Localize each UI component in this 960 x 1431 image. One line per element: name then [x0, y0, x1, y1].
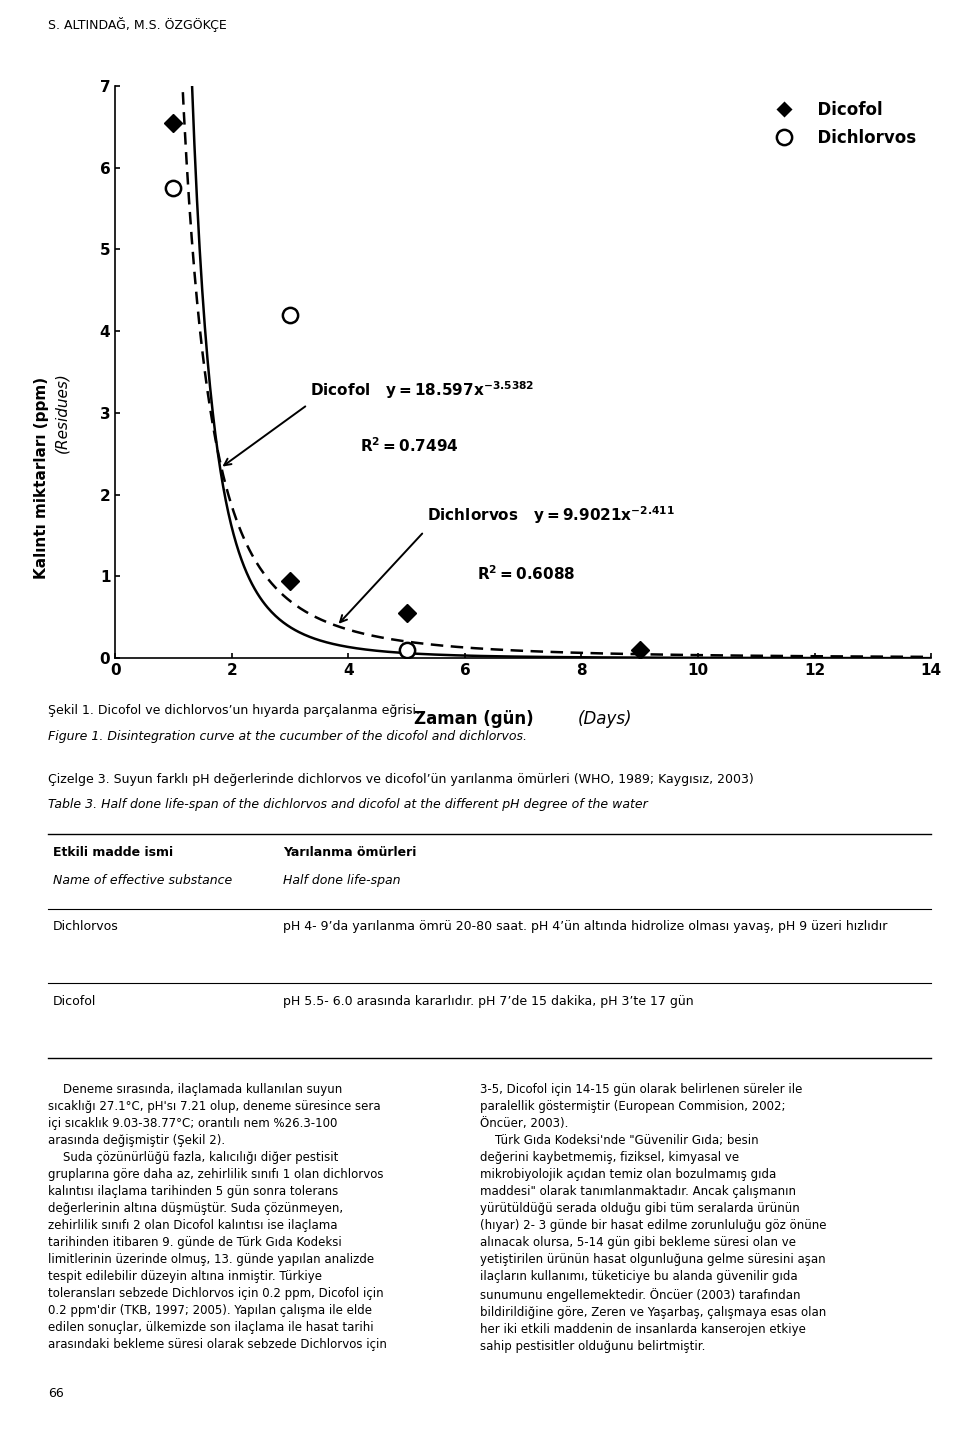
Text: $\mathbf{R^{2} = 0.7494}$: $\mathbf{R^{2} = 0.7494}$	[360, 436, 459, 455]
Text: Çizelge 3. Suyun farklı pH değerlerinde dichlorvos ve dicofol’ün yarılanma ömürl: Çizelge 3. Suyun farklı pH değerlerinde …	[48, 773, 754, 786]
Text: Dichlorvos   $\mathbf{y = 9.9021x^{-2.411}}$: Dichlorvos $\mathbf{y = 9.9021x^{-2.411}…	[427, 504, 675, 525]
Text: Table 3. Half done life-span of the dichlorvos and dicofol at the different pH d: Table 3. Half done life-span of the dich…	[48, 798, 648, 811]
Dicofol	[168, 114, 180, 132]
Dichlorvos	[401, 641, 413, 658]
Text: Dicofol   $\mathbf{y = 18.597x^{-3.5382}}$: Dicofol $\mathbf{y = 18.597x^{-3.5382}}$	[310, 379, 535, 401]
Text: S. ALTINDAĞ, M.S. ÖZGÖKÇE: S. ALTINDAĞ, M.S. ÖZGÖKÇE	[48, 17, 227, 31]
Text: pH 4- 9’da yarılanma ömrü 20-80 saat. pH 4’ün altında hidrolize olması yavaş, pH: pH 4- 9’da yarılanma ömrü 20-80 saat. pH…	[283, 920, 888, 933]
Legend:   Dicofol,   Dichlorvos: Dicofol, Dichlorvos	[761, 94, 923, 153]
Text: 3-5, Dicofol için 14-15 gün olarak belirlenen süreler ile
paralellik göstermişti: 3-5, Dicofol için 14-15 gün olarak belir…	[480, 1083, 827, 1352]
Dicofol	[284, 572, 296, 590]
Text: Dicofol: Dicofol	[53, 995, 96, 1007]
Text: Dichlorvos: Dichlorvos	[53, 920, 118, 933]
Text: Şekil 1. Dicofol ve dichlorvos’un hıyarda parçalanma eğrisi.: Şekil 1. Dicofol ve dichlorvos’un hıyard…	[48, 704, 420, 717]
Dicofol	[401, 605, 413, 622]
Text: Half done life-span: Half done life-span	[283, 874, 400, 887]
Text: Name of effective substance: Name of effective substance	[53, 874, 232, 887]
Text: Figure 1. Disintegration curve at the cucumber of the dicofol and dichlorvos.: Figure 1. Disintegration curve at the cu…	[48, 730, 527, 743]
Text: Zaman (gün): Zaman (gün)	[415, 710, 534, 728]
Dichlorvos	[284, 306, 296, 323]
Text: Yarılanma ömürleri: Yarılanma ömürleri	[283, 846, 417, 859]
Text: Etkili madde ismi: Etkili madde ismi	[53, 846, 173, 859]
Text: Kalıntı miktarları (ppm): Kalıntı miktarları (ppm)	[35, 372, 49, 580]
Line: Dichlorvos: Dichlorvos	[166, 180, 415, 658]
Dichlorvos	[168, 179, 180, 196]
Text: (Days): (Days)	[578, 710, 632, 728]
Text: (Residues): (Residues)	[55, 372, 70, 454]
Dicofol	[634, 641, 645, 658]
Text: pH 5.5- 6.0 arasında kararlıdır. pH 7’de 15 dakika, pH 3’te 17 gün: pH 5.5- 6.0 arasında kararlıdır. pH 7’de…	[283, 995, 694, 1007]
Text: 66: 66	[48, 1387, 63, 1400]
Line: Dicofol: Dicofol	[167, 116, 646, 657]
Text: $\mathbf{R^{2} = 0.6088}$: $\mathbf{R^{2} = 0.6088}$	[476, 564, 575, 582]
Text: Deneme sırasında, ilaçlamada kullanılan suyun
sıcaklığı 27.1°C, pH'sı 7.21 olup,: Deneme sırasında, ilaçlamada kullanılan …	[48, 1083, 387, 1351]
